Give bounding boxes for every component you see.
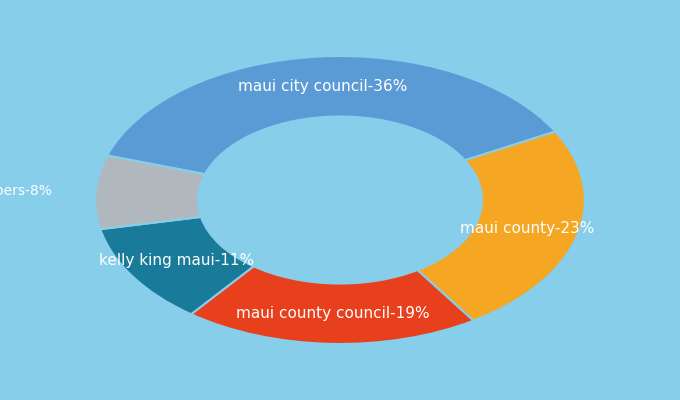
Text: kelly king maui-11%: kelly king maui-11%	[99, 253, 254, 268]
Wedge shape	[191, 266, 473, 344]
Text: maui county council-19%: maui county council-19%	[236, 306, 429, 321]
Text: maui county council members-8%: maui county council members-8%	[0, 184, 52, 198]
Wedge shape	[418, 132, 585, 321]
Wedge shape	[107, 56, 556, 174]
Text: maui county-23%: maui county-23%	[460, 220, 594, 236]
Wedge shape	[100, 217, 254, 314]
Text: maui city council-36%: maui city council-36%	[238, 79, 407, 94]
Wedge shape	[95, 156, 205, 229]
